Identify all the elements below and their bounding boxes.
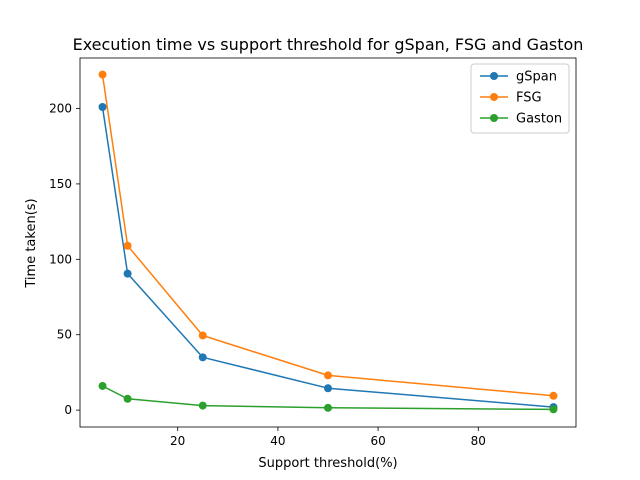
y-tick-label: 150 xyxy=(49,177,72,191)
x-tick-label: 20 xyxy=(170,434,185,448)
data-point-gaston xyxy=(123,394,132,403)
legend: gSpan FSG Gaston xyxy=(470,63,570,134)
data-point-fsg xyxy=(123,241,132,250)
y-tick-label: 50 xyxy=(57,328,72,342)
series-gaston xyxy=(98,381,558,414)
legend-marker xyxy=(490,72,498,80)
data-point-gspan xyxy=(123,269,132,278)
legend-label: Gaston xyxy=(516,112,562,127)
data-point-fsg xyxy=(324,371,332,380)
chart-title: Execution time vs support threshold for … xyxy=(73,35,584,54)
x-tick-label: 60 xyxy=(370,434,385,448)
x-tick-label: 80 xyxy=(471,434,486,448)
data-point-fsg xyxy=(549,391,558,400)
y-tick-label: 200 xyxy=(49,102,72,116)
data-point-gaston xyxy=(198,401,207,410)
data-point-gspan xyxy=(98,103,107,112)
legend-label: gSpan xyxy=(516,70,557,85)
legend-marker xyxy=(490,114,498,122)
x-axis-label: Support threshold(%) xyxy=(258,456,397,471)
data-point-gspan xyxy=(198,353,207,362)
data-point-gaston xyxy=(549,405,558,414)
y-axis-label: Time taken(s) xyxy=(24,198,39,288)
y-tick-label: 0 xyxy=(64,403,72,417)
data-point-gaston xyxy=(324,403,332,412)
plot-area: 20 40 60 80 0 50 100 150 200 xyxy=(49,57,577,448)
data-point-gaston xyxy=(98,381,107,390)
legend-label: FSG xyxy=(516,91,542,106)
series-fsg xyxy=(98,70,558,400)
data-point-fsg xyxy=(98,70,107,79)
legend-marker xyxy=(490,93,498,101)
axes-frame xyxy=(79,57,577,428)
y-tick-label: 100 xyxy=(49,252,72,266)
data-point-gspan xyxy=(324,384,332,393)
x-tick-label: 40 xyxy=(270,434,285,448)
data-point-fsg xyxy=(198,331,207,340)
